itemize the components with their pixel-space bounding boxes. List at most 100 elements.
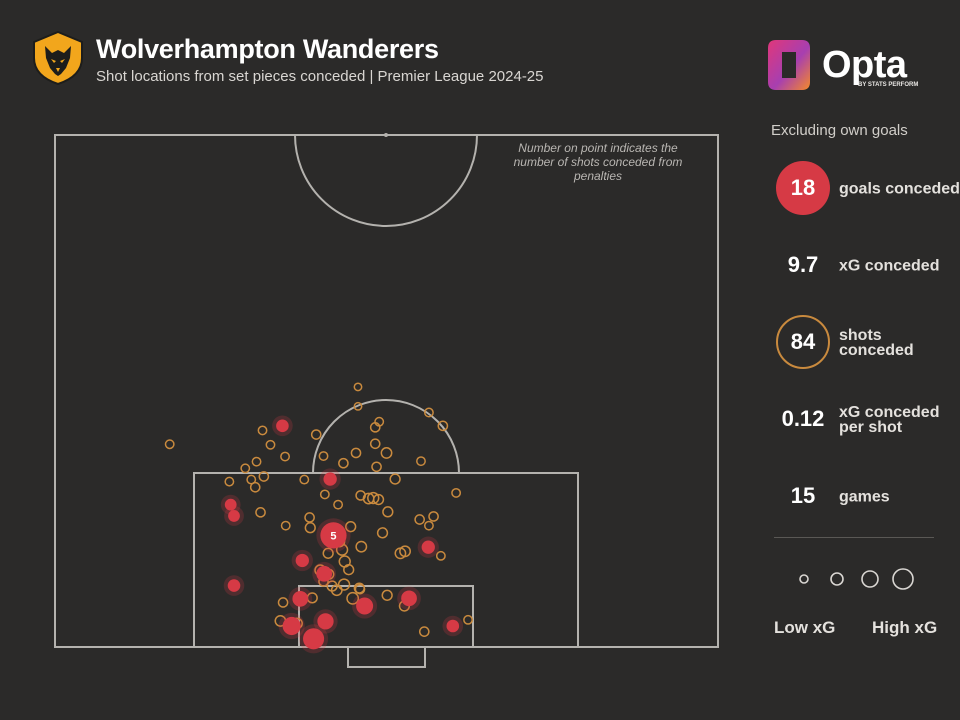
shot-point: [224, 476, 235, 487]
shot-point: [372, 493, 385, 506]
goal-point: [446, 619, 460, 633]
shot-point: [280, 520, 291, 531]
goal-point: [292, 591, 309, 607]
shot-point: [381, 589, 393, 601]
goal-point: [401, 590, 417, 607]
shot-point: [350, 447, 362, 459]
chart-note: Number on point indicates the number of …: [513, 141, 683, 183]
shot-point: [343, 564, 355, 576]
shot-point: [310, 429, 322, 440]
goal-point: [303, 628, 325, 650]
shot-point: [277, 597, 289, 608]
shot-point: [371, 461, 382, 473]
goal-point: [323, 472, 337, 486]
centre-circle: [294, 134, 478, 227]
logo-wordmark: Opta: [822, 44, 907, 86]
shot-point: [355, 540, 368, 553]
pitch-outline: [54, 134, 719, 648]
shot-point: [418, 626, 430, 637]
shot-point: [380, 447, 393, 459]
shot-point: [337, 578, 351, 591]
shot-point: [451, 487, 462, 498]
shot-point: [353, 382, 363, 392]
legend-circle-s: [830, 572, 844, 586]
legend-circles: [799, 568, 914, 590]
sidebar-caption: Excluding own goals: [771, 122, 908, 139]
stat-label: shots conceded: [839, 327, 914, 359]
stat-xg-per-shot: 0.12 xG conceded per shot: [760, 392, 960, 448]
stat-xg-conceded: 9.7 xG conceded: [760, 238, 960, 294]
shot-point: [355, 490, 366, 501]
stat-value: 18: [776, 161, 830, 215]
page-subtitle: Shot locations from set pieces conceded …: [96, 68, 544, 85]
shot-point: [304, 512, 315, 523]
pitch-lines: [54, 134, 719, 668]
shot-point: [354, 583, 366, 595]
stat-value: 84: [776, 315, 830, 369]
goal-point: [228, 510, 240, 522]
stat-label: xG conceded per shot: [839, 404, 940, 436]
stat-label: goals conceded: [839, 180, 960, 198]
stat-goals-conceded: 18 goals conceded: [760, 161, 960, 217]
stat-value: 9.7: [787, 252, 819, 277]
shot-point: [240, 463, 251, 474]
shot-point: [345, 521, 357, 533]
legend-circle-m: [861, 570, 879, 588]
goal-point: [276, 419, 289, 433]
shot-point: [369, 422, 381, 433]
shot-point: [249, 481, 261, 493]
shots-layer: [164, 382, 473, 637]
legend-circle-xs: [799, 574, 809, 584]
shot-point: [164, 439, 175, 450]
shot-point: [299, 474, 310, 485]
logo-byline: BY STATS PERFORM: [858, 82, 919, 88]
stat-value: 15: [790, 483, 816, 508]
goal-point: [320, 522, 347, 549]
shot-point: [304, 522, 316, 534]
centre-spot: [384, 133, 388, 137]
penalty-arc: [312, 399, 460, 474]
legend-circle-l: [892, 568, 914, 590]
goal-point: [356, 597, 374, 615]
shot-point: [416, 456, 426, 467]
shot-point: [280, 451, 291, 462]
penalty-count-label: 5: [330, 530, 336, 542]
shot-map: 5: [54, 133, 719, 668]
stat-label: xG conceded: [839, 257, 940, 275]
shot-point: [423, 520, 434, 531]
shot-point: [389, 473, 401, 485]
shot-point: [435, 550, 446, 561]
goal-point: [295, 553, 309, 568]
shot-point: [333, 499, 344, 510]
shot-point: [265, 439, 276, 450]
shot-point: [353, 401, 363, 411]
shot-point: [399, 545, 411, 558]
xg-size-legend: Low xG High xG: [770, 560, 950, 640]
stat-games: 15 games: [760, 469, 960, 525]
shot-point: [257, 425, 268, 436]
goal-point: [282, 616, 301, 636]
legend-high-label: High xG: [872, 618, 938, 637]
shot-point: [367, 491, 380, 505]
shot-point: [423, 407, 434, 418]
wolves-crest-icon: [33, 30, 83, 86]
stat-label: games: [839, 488, 890, 506]
goal: [347, 646, 426, 668]
goal-point: [224, 498, 237, 511]
shot-point: [437, 420, 449, 432]
penalty-area: [193, 472, 579, 648]
legend-low-label: Low xG: [774, 618, 836, 637]
shot-point: [338, 457, 349, 469]
opta-logo: Opta BY STATS PERFORM: [766, 38, 936, 94]
shot-point: [258, 471, 270, 482]
goal-point: [421, 540, 435, 554]
shot-point: [376, 527, 389, 539]
shot-point: [414, 514, 425, 525]
opta-logo-icon: [768, 40, 810, 90]
page-title: Wolverhampton Wanderers: [96, 34, 439, 64]
shot-point: [251, 456, 262, 467]
shot-point: [463, 614, 473, 625]
stat-shots-conceded: 84 shots conceded: [760, 315, 960, 371]
shot-point: [428, 511, 439, 522]
shot-point: [322, 547, 334, 559]
